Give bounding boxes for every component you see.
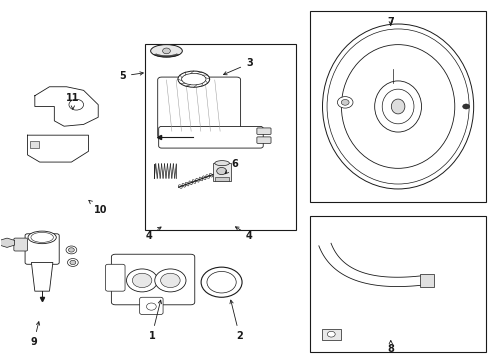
Ellipse shape bbox=[28, 231, 56, 244]
Circle shape bbox=[201, 267, 242, 297]
Polygon shape bbox=[0, 238, 15, 247]
Bar bbox=[419, 274, 433, 287]
Circle shape bbox=[337, 96, 352, 108]
Bar bbox=[310, 216, 485, 352]
Text: 2: 2 bbox=[229, 300, 243, 341]
FancyBboxPatch shape bbox=[256, 137, 270, 143]
Circle shape bbox=[126, 269, 158, 292]
Text: 6: 6 bbox=[224, 159, 238, 174]
Circle shape bbox=[462, 104, 468, 109]
Circle shape bbox=[160, 273, 180, 288]
Circle shape bbox=[341, 99, 348, 105]
Bar bbox=[144, 44, 295, 230]
Bar bbox=[215, 177, 228, 181]
Ellipse shape bbox=[178, 71, 209, 87]
Circle shape bbox=[67, 258, 78, 266]
Circle shape bbox=[327, 331, 334, 337]
Text: 8: 8 bbox=[386, 341, 393, 354]
Text: 4: 4 bbox=[146, 227, 161, 240]
Circle shape bbox=[69, 99, 83, 110]
Text: 4: 4 bbox=[235, 227, 252, 240]
Ellipse shape bbox=[214, 161, 229, 166]
Text: 9: 9 bbox=[30, 322, 40, 347]
Bar bbox=[212, 163, 231, 181]
Circle shape bbox=[132, 273, 152, 288]
Circle shape bbox=[162, 48, 170, 54]
Text: 11: 11 bbox=[66, 93, 80, 109]
Ellipse shape bbox=[390, 99, 404, 114]
Circle shape bbox=[155, 269, 185, 292]
Text: 5: 5 bbox=[119, 71, 143, 81]
Circle shape bbox=[216, 167, 226, 175]
Text: 3: 3 bbox=[223, 58, 252, 75]
Circle shape bbox=[146, 303, 156, 310]
Text: 10: 10 bbox=[89, 201, 107, 216]
Ellipse shape bbox=[322, 24, 473, 189]
FancyBboxPatch shape bbox=[111, 254, 194, 305]
Circle shape bbox=[66, 246, 77, 254]
Bar bbox=[310, 12, 485, 202]
Bar bbox=[321, 329, 340, 339]
Circle shape bbox=[68, 248, 74, 252]
FancyBboxPatch shape bbox=[105, 264, 125, 291]
FancyBboxPatch shape bbox=[158, 126, 263, 148]
Circle shape bbox=[70, 260, 76, 265]
FancyBboxPatch shape bbox=[158, 77, 240, 138]
Circle shape bbox=[206, 271, 236, 293]
FancyBboxPatch shape bbox=[140, 297, 163, 315]
FancyBboxPatch shape bbox=[256, 128, 270, 134]
Polygon shape bbox=[31, 262, 53, 291]
Text: 7: 7 bbox=[386, 17, 393, 27]
FancyBboxPatch shape bbox=[14, 238, 27, 251]
Bar bbox=[30, 141, 39, 148]
Text: 1: 1 bbox=[148, 300, 161, 341]
FancyBboxPatch shape bbox=[25, 234, 59, 264]
Ellipse shape bbox=[150, 45, 182, 57]
